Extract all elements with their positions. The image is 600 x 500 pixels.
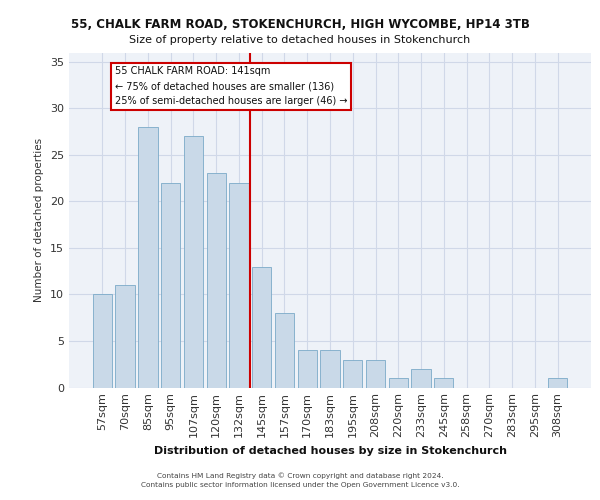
Bar [434, 378, 454, 388]
Bar [389, 378, 408, 388]
Bar [412, 369, 431, 388]
Bar [229, 183, 248, 388]
Text: 55 CHALK FARM ROAD: 141sqm
← 75% of detached houses are smaller (136)
25% of sem: 55 CHALK FARM ROAD: 141sqm ← 75% of deta… [115, 66, 347, 106]
Bar [343, 360, 362, 388]
Bar [366, 360, 385, 388]
Bar [206, 174, 226, 388]
Text: Size of property relative to detached houses in Stokenchurch: Size of property relative to detached ho… [130, 35, 470, 45]
Y-axis label: Number of detached properties: Number of detached properties [34, 138, 44, 302]
Bar [252, 266, 271, 388]
Bar [138, 127, 158, 388]
Bar [161, 183, 181, 388]
Bar [93, 294, 112, 388]
X-axis label: Distribution of detached houses by size in Stokenchurch: Distribution of detached houses by size … [154, 446, 506, 456]
Bar [115, 285, 135, 388]
Bar [548, 378, 567, 388]
Bar [320, 350, 340, 388]
Bar [275, 313, 294, 388]
Text: Contains HM Land Registry data © Crown copyright and database right 2024.
Contai: Contains HM Land Registry data © Crown c… [140, 472, 460, 488]
Bar [298, 350, 317, 388]
Bar [184, 136, 203, 388]
Text: 55, CHALK FARM ROAD, STOKENCHURCH, HIGH WYCOMBE, HP14 3TB: 55, CHALK FARM ROAD, STOKENCHURCH, HIGH … [71, 18, 529, 30]
